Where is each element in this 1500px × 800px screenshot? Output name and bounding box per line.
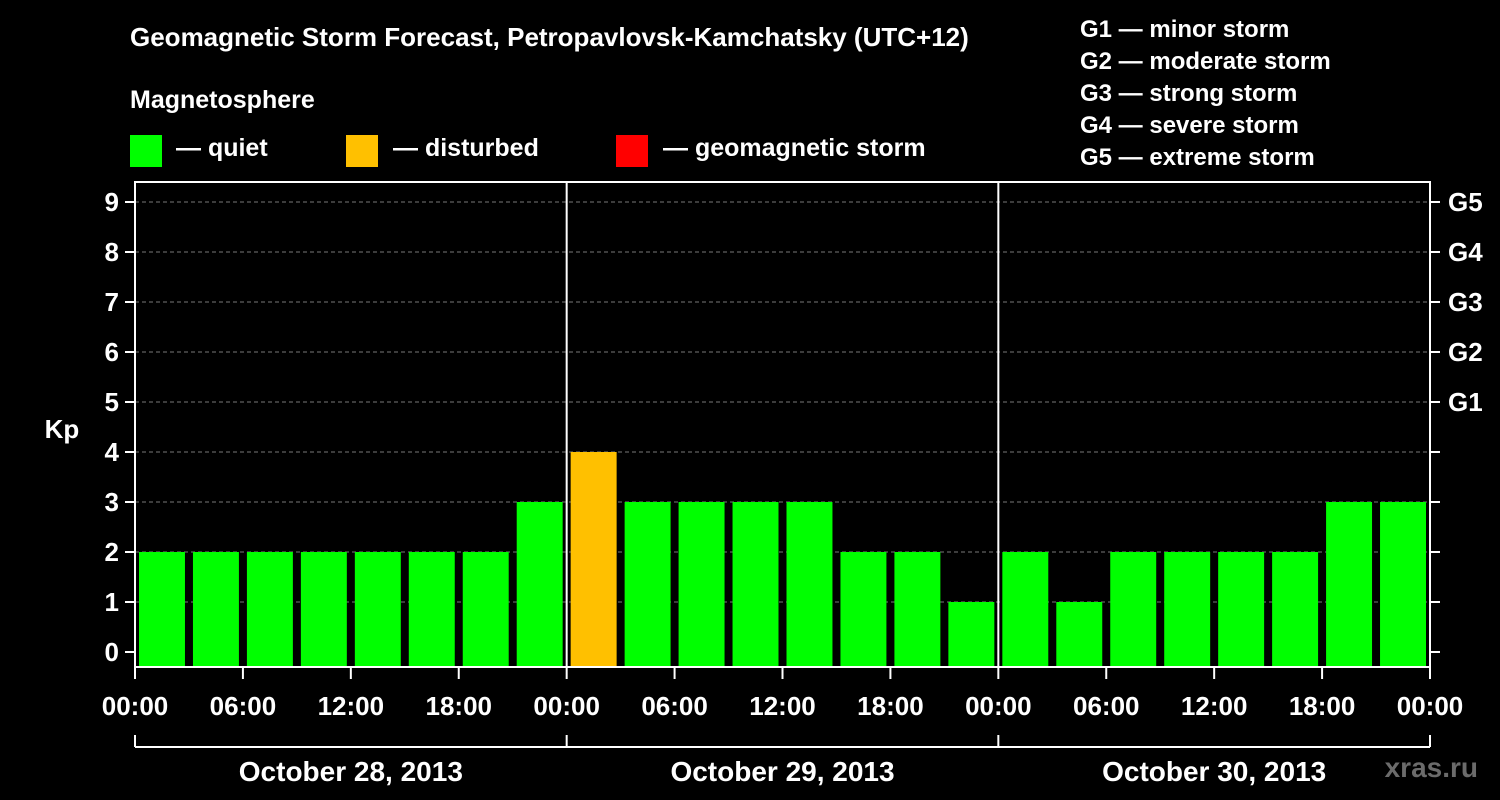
kp-bar <box>570 452 617 667</box>
day-label: October 29, 2013 <box>670 756 894 787</box>
x-tick-label: 12:00 <box>318 691 385 721</box>
x-tick-label: 06:00 <box>1073 691 1140 721</box>
legend-quiet-label: — quiet <box>176 134 268 162</box>
kp-bar <box>948 602 995 667</box>
day-label: October 28, 2013 <box>239 756 463 787</box>
y-tick-label: 0 <box>105 637 119 667</box>
kp-bar <box>732 502 779 667</box>
x-tick-label: 12:00 <box>749 691 816 721</box>
day-label: October 30, 2013 <box>1102 756 1326 787</box>
g-scale-label: G3 <box>1448 287 1483 317</box>
x-tick-label: 18:00 <box>1289 691 1356 721</box>
y-axis-label: Kp <box>45 414 80 444</box>
kp-bar <box>139 552 185 667</box>
y-tick-label: 1 <box>105 587 119 617</box>
x-tick-label: 06:00 <box>210 691 277 721</box>
kp-bar <box>246 552 293 667</box>
g-scale-label: G1 <box>1448 387 1483 417</box>
legend-quiet-swatch <box>130 135 162 167</box>
kp-bar <box>354 552 401 667</box>
storm-scale-g1: G1 — minor storm <box>1080 16 1290 43</box>
storm-scale-g4: G4 — severe storm <box>1080 112 1299 139</box>
y-tick-label: 2 <box>105 537 119 567</box>
kp-bar <box>1380 502 1426 667</box>
legend-title: Magnetosphere <box>130 86 315 114</box>
kp-bar <box>300 552 347 667</box>
legend-disturbed-label: — disturbed <box>393 134 539 162</box>
storm-scale-g2: G2 — moderate storm <box>1080 48 1331 75</box>
kp-bar <box>1272 552 1319 667</box>
kp-bar <box>192 552 239 667</box>
kp-bar <box>786 502 833 667</box>
kp-bar <box>1164 552 1211 667</box>
legend-disturbed-swatch <box>346 135 378 167</box>
x-tick-label: 00:00 <box>965 691 1032 721</box>
kp-bar <box>840 552 887 667</box>
x-tick-label: 00:00 <box>102 691 169 721</box>
y-tick-label: 3 <box>105 487 119 517</box>
x-tick-label: 18:00 <box>857 691 924 721</box>
y-tick-label: 8 <box>105 237 119 267</box>
x-tick-label: 06:00 <box>641 691 708 721</box>
y-tick-label: 9 <box>105 187 119 217</box>
y-tick-label: 6 <box>105 337 119 367</box>
kp-bar <box>1002 552 1049 667</box>
y-tick-label: 7 <box>105 287 119 317</box>
kp-bar <box>894 552 941 667</box>
kp-bar <box>678 502 725 667</box>
x-tick-label: 18:00 <box>426 691 493 721</box>
kp-bar <box>408 552 455 667</box>
kp-bar <box>1056 602 1103 667</box>
kp-bar <box>1326 502 1373 667</box>
y-tick-label: 4 <box>105 437 120 467</box>
x-tick-label: 00:00 <box>1397 691 1464 721</box>
watermark: xras.ru <box>1384 752 1478 783</box>
legend-storm-label: — geomagnetic storm <box>663 134 926 162</box>
g-scale-label: G4 <box>1448 237 1483 267</box>
storm-scale-list: G1 — minor storm G2 — moderate storm G3 … <box>1080 14 1331 174</box>
kp-bar <box>1218 552 1265 667</box>
chart-title: Geomagnetic Storm Forecast, Petropavlovs… <box>130 22 969 52</box>
kp-bar <box>624 502 671 667</box>
x-tick-label: 12:00 <box>1181 691 1248 721</box>
kp-bar <box>516 502 563 667</box>
kp-bar <box>462 552 509 667</box>
storm-scale-g5: G5 — extreme storm <box>1080 144 1315 171</box>
kp-bar <box>1110 552 1157 667</box>
g-scale-label: G5 <box>1448 187 1483 217</box>
y-tick-label: 5 <box>105 387 119 417</box>
x-tick-label: 00:00 <box>533 691 600 721</box>
storm-scale-g3: G3 — strong storm <box>1080 80 1298 107</box>
g-scale-label: G2 <box>1448 337 1483 367</box>
legend-storm-swatch <box>616 135 648 167</box>
